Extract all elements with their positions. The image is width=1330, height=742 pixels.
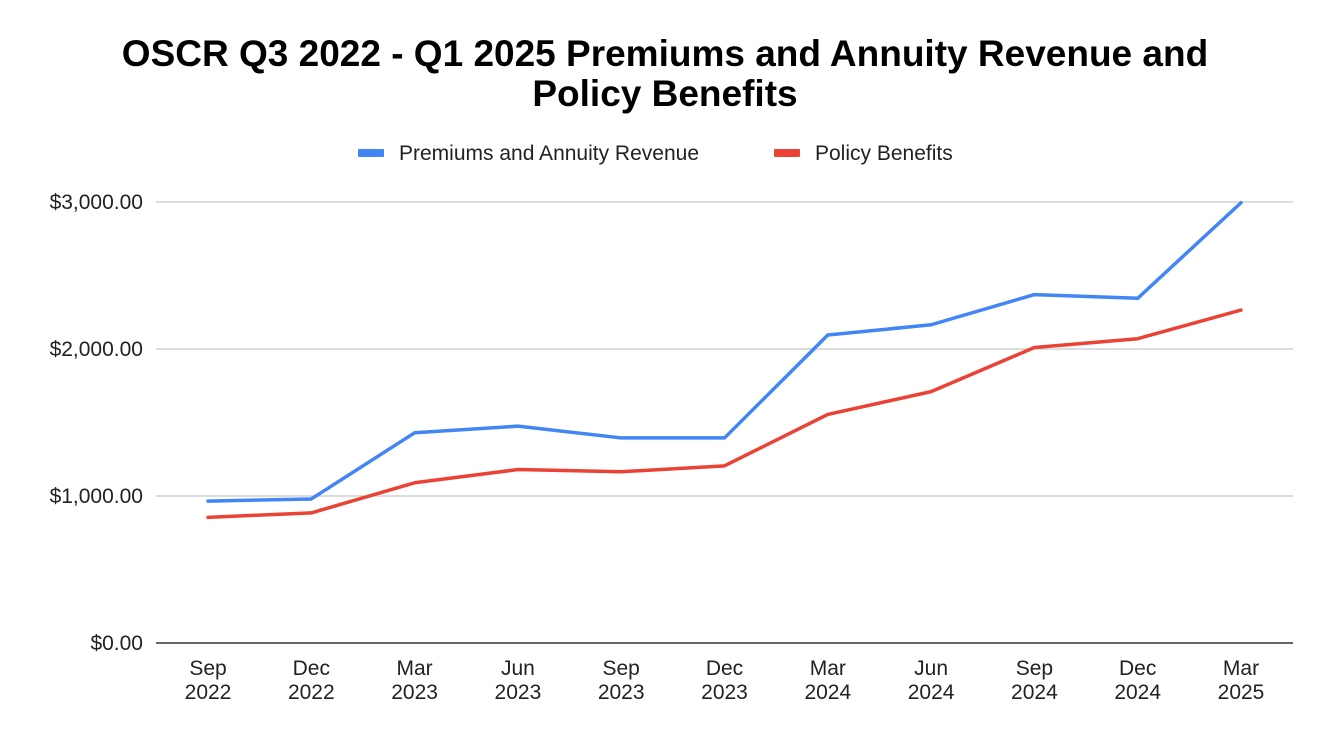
x-tick-label-month: Mar bbox=[397, 657, 433, 680]
x-tick-label-year: 2025 bbox=[1218, 681, 1265, 704]
legend-label: Premiums and Annuity Revenue bbox=[399, 142, 699, 165]
x-tick-label-year: 2022 bbox=[288, 681, 335, 704]
series-0 bbox=[206, 200, 1243, 503]
x-tick-label-month: Dec bbox=[1119, 657, 1156, 680]
x-tick-label-month: Sep bbox=[603, 657, 640, 680]
legend-swatch bbox=[358, 149, 384, 157]
y-tick-label: $1,000.00 bbox=[50, 485, 143, 508]
chart-title-line-2: Policy Benefits bbox=[532, 73, 798, 114]
chart-title-line-1: OSCR Q3 2022 - Q1 2025 Premiums and Annu… bbox=[121, 33, 1209, 74]
legend-label: Policy Benefits bbox=[815, 142, 953, 165]
gridlines bbox=[156, 201, 1293, 644]
y-tick-label: $3,000.00 bbox=[50, 191, 143, 214]
x-tick-label-year: 2024 bbox=[1011, 681, 1058, 704]
series-line bbox=[206, 308, 1243, 520]
x-tick-label-year: 2024 bbox=[1114, 681, 1161, 704]
x-tick-label-month: Jun bbox=[914, 657, 948, 680]
x-tick-label-year: 2023 bbox=[598, 681, 645, 704]
x-tick-label-month: Sep bbox=[1016, 657, 1053, 680]
x-tick-label-month: Jun bbox=[501, 657, 535, 680]
legend-swatch bbox=[774, 149, 800, 157]
x-tick-label-month: Dec bbox=[706, 657, 743, 680]
y-axis-ticks: $0.00 $1,000.00 $2,000.00 $3,000.00 bbox=[50, 191, 143, 655]
x-tick-label-year: 2023 bbox=[391, 681, 438, 704]
x-tick-label-month: Dec bbox=[293, 657, 330, 680]
x-tick-label-year: 2023 bbox=[495, 681, 542, 704]
legend: Premiums and Annuity Revenue Policy Benef… bbox=[358, 142, 953, 165]
series-1 bbox=[206, 308, 1243, 520]
chart-title: OSCR Q3 2022 - Q1 2025 Premiums and Annu… bbox=[0, 34, 1330, 114]
y-tick-label: $2,000.00 bbox=[50, 338, 143, 361]
y-tick-label: $0.00 bbox=[90, 632, 143, 655]
x-tick-label-month: Sep bbox=[189, 657, 226, 680]
x-tick-label-month: Mar bbox=[810, 657, 846, 680]
series-layer bbox=[206, 200, 1243, 520]
x-axis-ticks: Sep2022Dec2022Mar2023Jun2023Sep2023Dec20… bbox=[185, 657, 1265, 704]
series-line bbox=[206, 200, 1243, 503]
x-tick-label-month: Mar bbox=[1223, 657, 1259, 680]
x-tick-label-year: 2024 bbox=[804, 681, 851, 704]
x-tick-label-year: 2023 bbox=[701, 681, 748, 704]
x-tick-label-year: 2024 bbox=[908, 681, 955, 704]
x-tick-label-year: 2022 bbox=[185, 681, 232, 704]
